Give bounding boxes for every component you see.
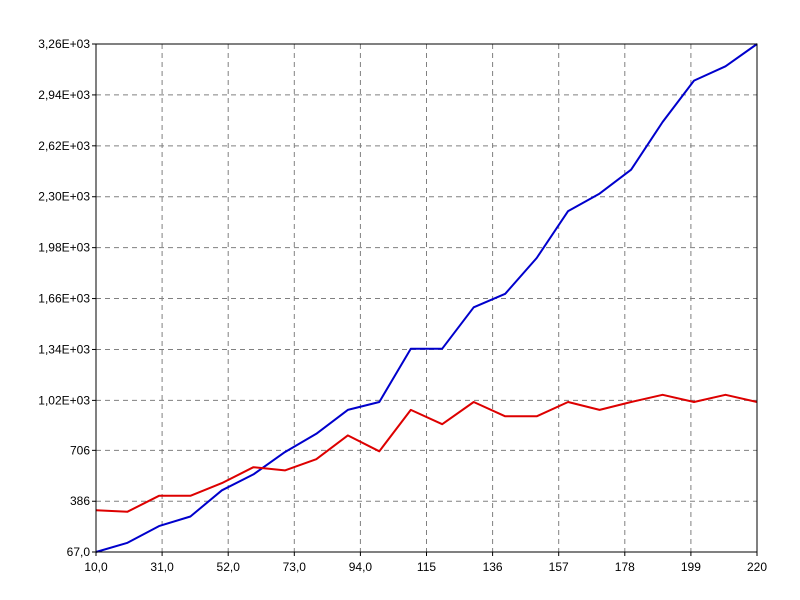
series-2-point: [473, 401, 475, 403]
series-2-point: [347, 434, 349, 436]
series-2-point: [536, 415, 538, 417]
x-tick-label: 94,0: [349, 560, 373, 574]
x-tick-label: 115: [417, 560, 436, 574]
series-line-1: [95, 43, 758, 553]
series-2-point: [284, 469, 286, 471]
series-2-point: [662, 394, 664, 396]
series-2-point: [630, 401, 632, 403]
series-1-point: [536, 257, 538, 259]
series-1-point: [662, 121, 664, 123]
series-2-point: [725, 394, 727, 396]
series-1-point: [725, 65, 727, 67]
x-tick-label: 31,0: [150, 560, 174, 574]
x-tick-label: 52,0: [217, 560, 241, 574]
y-axis: 67,0 386 706 1,02E+03 1,34E+03 1,66E+03 1,98E+…: [38, 37, 96, 559]
y-tick-label: 2,62E+03: [38, 139, 90, 153]
x-tick-label: 136: [483, 560, 503, 574]
y-tick-label: 386: [70, 494, 90, 508]
series-1-point: [441, 348, 443, 350]
series-1-point: [567, 210, 569, 212]
series-1-point: [599, 193, 601, 195]
y-tick-label: 1,34E+03: [38, 342, 90, 356]
series-1-point: [504, 293, 506, 295]
grid-lines: [96, 44, 757, 552]
y-tick-label: 1,66E+03: [38, 292, 90, 306]
series-2-point: [567, 401, 569, 403]
series-2-point: [693, 401, 695, 403]
series-1-point: [378, 401, 380, 403]
series-2-point: [599, 409, 601, 411]
y-tick-label: 1,98E+03: [38, 241, 90, 255]
y-tick-label: 1,02E+03: [38, 393, 90, 407]
series-1-point: [158, 525, 160, 527]
series-group: [95, 43, 758, 553]
y-tick-label: 2,94E+03: [38, 88, 90, 102]
x-tick-label: 10,0: [84, 560, 108, 574]
series-1-point: [693, 80, 695, 82]
series-1-point: [284, 451, 286, 453]
series-1-point: [630, 169, 632, 171]
series-1-point: [221, 489, 223, 491]
series-1-point: [252, 473, 254, 475]
series-line-2: [95, 393, 758, 513]
x-axis: 10,0 31,0 52,0 73,0 94,0 115 136 157 178 199 220: [84, 552, 767, 574]
series-2-point: [252, 466, 254, 468]
series-2-point: [410, 409, 412, 411]
x-tick-label: 157: [549, 560, 569, 574]
series-1-point: [126, 542, 128, 544]
series-2-point: [221, 482, 223, 484]
y-tick-label: 2,30E+03: [38, 190, 90, 204]
y-tick-label: 67,0: [67, 545, 91, 559]
series-2-point: [158, 495, 160, 497]
y-tick-label: 3,26E+03: [38, 37, 90, 51]
series-2-point: [189, 495, 191, 497]
x-tick-label: 73,0: [283, 560, 307, 574]
y-tick-label: 706: [70, 443, 90, 457]
series-2-point: [126, 511, 128, 513]
x-tick-label: 199: [681, 560, 701, 574]
x-tick-label: 178: [615, 560, 635, 574]
series-2-point: [504, 415, 506, 417]
series-2-point: [441, 423, 443, 425]
series-1-point: [473, 306, 475, 308]
series-1-point: [315, 433, 317, 435]
series-2-point: [378, 450, 380, 452]
series-2-point: [315, 458, 317, 460]
series-1-point: [410, 348, 412, 350]
x-tick-label: 220: [747, 560, 767, 574]
series-1-point: [189, 516, 191, 518]
series-1-point: [347, 409, 349, 411]
